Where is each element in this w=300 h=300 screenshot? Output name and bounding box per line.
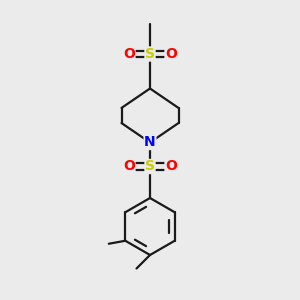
- Text: O: O: [165, 160, 177, 173]
- Text: O: O: [165, 47, 177, 61]
- Text: O: O: [123, 47, 135, 61]
- Text: S: S: [145, 47, 155, 61]
- Text: S: S: [145, 160, 155, 173]
- Text: O: O: [123, 160, 135, 173]
- Text: N: N: [144, 136, 156, 149]
